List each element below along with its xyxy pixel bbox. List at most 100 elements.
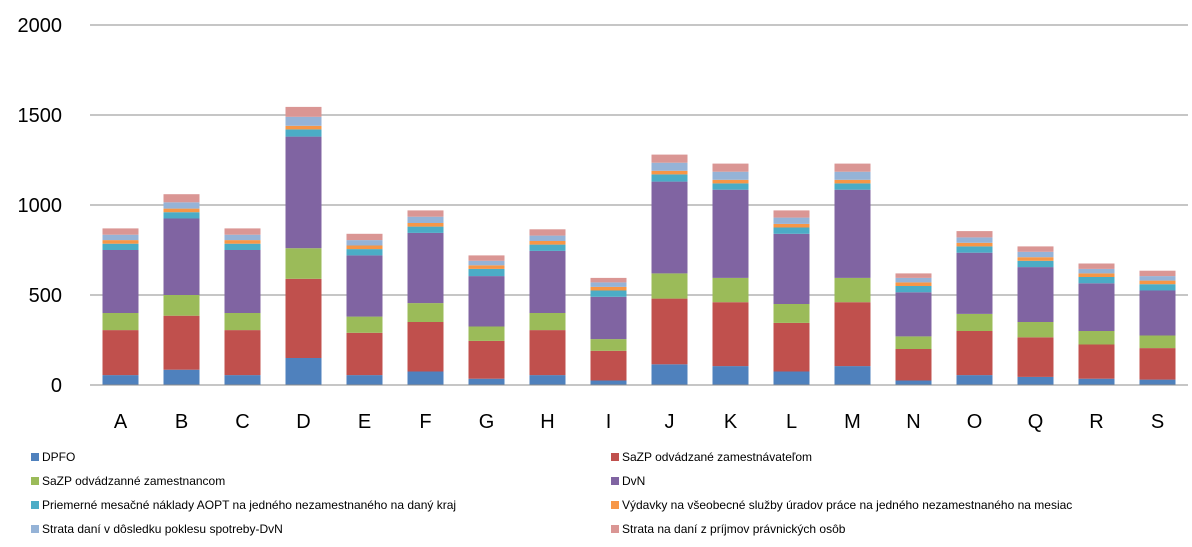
bar-segment: [895, 273, 932, 278]
bar-segment: [468, 326, 505, 341]
bar-segment: [407, 223, 444, 227]
x-tick-label: D: [296, 411, 310, 433]
bar-segment: [468, 276, 505, 327]
bar-segment: [529, 244, 566, 251]
bar-segment: [407, 226, 444, 233]
bar-segment: [285, 358, 322, 385]
bar-segment: [712, 189, 749, 278]
bar-segment: [224, 250, 261, 313]
bar-segment: [102, 313, 139, 331]
bar-segment: [102, 375, 139, 385]
legend-swatch: [611, 477, 619, 485]
bar-segment: [1139, 276, 1176, 281]
bar-segment: [285, 136, 322, 249]
bar-segment: [712, 366, 749, 385]
bar-segment: [1017, 246, 1054, 252]
bar-segment: [773, 304, 810, 323]
bar-segment: [834, 366, 871, 385]
bar-segment: [712, 163, 749, 172]
legend-item: Strata na daní z príjmov právnických osô…: [611, 522, 845, 536]
bar-segment: [1017, 251, 1054, 258]
bar-segment: [712, 171, 749, 180]
bar-segment: [529, 375, 566, 385]
x-tick-label: A: [114, 411, 128, 433]
bar-segment: [346, 245, 383, 250]
x-tick-label: B: [175, 411, 188, 433]
bar-segment: [651, 174, 688, 182]
bar-segment: [590, 290, 627, 297]
bar-segment: [163, 315, 200, 370]
x-tick-label: E: [358, 411, 371, 433]
bar-segment: [1078, 263, 1115, 269]
bar-segment: [163, 369, 200, 385]
bar-segment: [712, 277, 749, 303]
x-tick-label: G: [479, 411, 495, 433]
bar-segment: [529, 313, 566, 331]
legend-swatch: [611, 501, 619, 509]
bar-segment: [895, 380, 932, 385]
stacked-bar-chart: 0 500 1000 1500 2000 A B C D E F G H I J K L M N O Q R S: [18, 15, 1188, 433]
legend-swatch: [31, 453, 39, 461]
bar-segment: [102, 330, 139, 376]
bar-segment: [712, 179, 749, 184]
bar-segment: [529, 250, 566, 313]
bar-segment: [163, 208, 200, 213]
bar-segment: [834, 302, 871, 367]
grid-lines: [90, 24, 1188, 296]
bar-segment: [468, 265, 505, 269]
x-tick-label: K: [724, 411, 738, 433]
bar-segment: [773, 223, 810, 228]
legend-label: Strata na daní z príjmov právnických osô…: [622, 522, 846, 536]
bar-segment: [102, 234, 139, 241]
bar-segment: [590, 286, 627, 291]
x-tick-label: H: [540, 411, 554, 433]
bar-segment: [773, 217, 810, 224]
bar-segment: [956, 237, 993, 243]
bar-segment: [651, 181, 688, 274]
bar-segment: [956, 313, 993, 331]
bar-segment: [285, 248, 322, 279]
legend: DPFO SaZP odvádzané zamestnávateľom SaZP o…: [0, 445, 1192, 547]
legend-item: Priemerné mesačné náklady AOPT na jednéh…: [31, 498, 456, 512]
bar-segment: [590, 339, 627, 351]
bar-segment: [651, 273, 688, 299]
bar-segment: [224, 228, 261, 235]
bar-segment: [1139, 290, 1176, 336]
bar-segment: [529, 241, 566, 245]
bar-segment: [285, 129, 322, 137]
bar-segment: [407, 322, 444, 372]
bar-segment: [651, 154, 688, 163]
legend-item: Výdavky na všeobecné služby úradov práce…: [611, 498, 1072, 512]
legend-item: SaZP odvádzané zamestnávateľom: [611, 450, 812, 464]
bar-segment: [651, 364, 688, 385]
bar-segment: [1017, 376, 1054, 385]
legend-item: SaZP odvádzanné zamestnancom: [31, 474, 225, 488]
y-tick-label: 2000: [18, 15, 63, 37]
bar-segment: [773, 371, 810, 385]
bar-segment: [895, 292, 932, 337]
bar-segment: [102, 250, 139, 313]
bar-segment: [895, 282, 932, 286]
legend-item: Strata daní v dôsledku poklesu spotreby-…: [31, 522, 283, 536]
bar-segment: [895, 349, 932, 381]
x-tick-label: Q: [1028, 411, 1044, 433]
bar-segment: [346, 316, 383, 333]
legend-label: Výdavky na všeobecné služby úradov práce…: [622, 498, 1073, 512]
x-tick-label: I: [606, 411, 612, 433]
bar-segment: [1139, 270, 1176, 277]
bar-segment: [1139, 280, 1176, 285]
bar-segment: [1078, 268, 1115, 274]
bar-segment: [1078, 283, 1115, 331]
bar-segment: [773, 227, 810, 234]
bar-segment: [224, 313, 261, 331]
bar-segment: [590, 277, 627, 283]
legend-label: Strata daní v dôsledku poklesu spotreby-…: [42, 522, 283, 536]
x-tick-label: L: [786, 411, 797, 433]
bar-segment: [895, 277, 932, 283]
bar-segment: [407, 232, 444, 304]
bar-segment: [163, 218, 200, 295]
x-tick-label: N: [906, 411, 920, 433]
bar-segment: [590, 296, 627, 340]
bar-segment: [1078, 273, 1115, 277]
bar-segment: [956, 331, 993, 376]
